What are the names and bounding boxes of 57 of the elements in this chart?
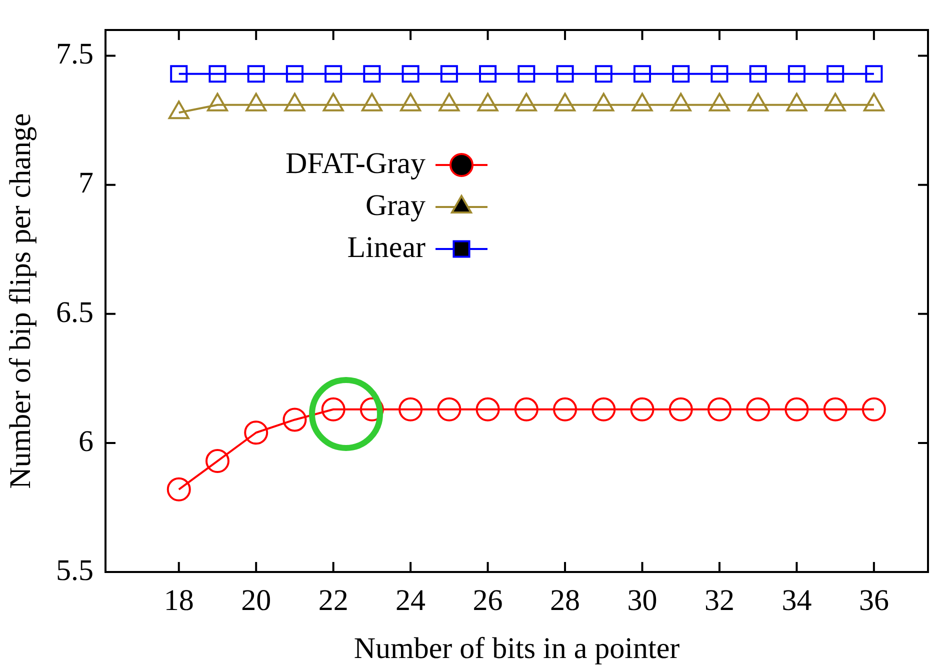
point <box>746 397 770 422</box>
y-axis-title: Number of bip flips per change <box>4 113 37 489</box>
point <box>479 65 497 83</box>
point <box>788 65 806 83</box>
point <box>440 65 458 83</box>
point <box>749 65 767 83</box>
point <box>784 397 809 422</box>
point <box>672 65 690 83</box>
point <box>630 397 654 422</box>
x-tick-label: 18 <box>164 584 194 617</box>
point <box>476 397 500 422</box>
point <box>633 65 652 83</box>
point <box>707 397 732 422</box>
y-tick-label: 5.5 <box>56 554 94 587</box>
point <box>553 397 578 422</box>
x-tick-label: 30 <box>627 584 658 617</box>
legend-label: Gray <box>366 188 426 222</box>
point <box>398 397 423 422</box>
point <box>205 449 230 474</box>
x-tick-label: 22 <box>318 584 348 617</box>
point <box>668 397 693 422</box>
y-tick-label: 7.5 <box>56 38 94 71</box>
point <box>324 65 342 83</box>
x-tick-label: 26 <box>472 584 503 617</box>
point <box>402 65 420 83</box>
point <box>592 397 616 422</box>
x-tick-label: 34 <box>782 584 812 617</box>
point <box>282 408 307 432</box>
y-tick-label: 7 <box>78 166 94 200</box>
point <box>594 65 612 83</box>
point <box>710 65 728 83</box>
point <box>166 477 191 502</box>
legend-label: DFAT-Gray <box>286 146 426 180</box>
point <box>244 420 268 445</box>
y-tick-label: 6 <box>78 424 94 458</box>
point <box>518 65 536 83</box>
point <box>286 65 304 83</box>
legend-label: Linear <box>347 230 426 264</box>
point <box>247 65 265 83</box>
point <box>862 397 886 422</box>
point <box>208 65 226 83</box>
x-tick-label: 20 <box>241 584 272 617</box>
point <box>556 65 574 83</box>
point <box>321 397 346 422</box>
point <box>826 65 844 83</box>
x-tick-label: 28 <box>550 584 580 617</box>
point <box>437 397 462 422</box>
x-tick-label: 32 <box>704 584 734 617</box>
x-tick-label: 24 <box>396 584 426 617</box>
point <box>363 65 381 83</box>
x-axis-title: Number of bits in a pointer <box>354 632 680 665</box>
x-tick-label: 36 <box>858 584 889 617</box>
point <box>865 65 883 83</box>
y-tick-label: 6.5 <box>56 296 94 329</box>
point <box>514 397 538 422</box>
point <box>170 65 188 83</box>
point <box>823 397 848 422</box>
